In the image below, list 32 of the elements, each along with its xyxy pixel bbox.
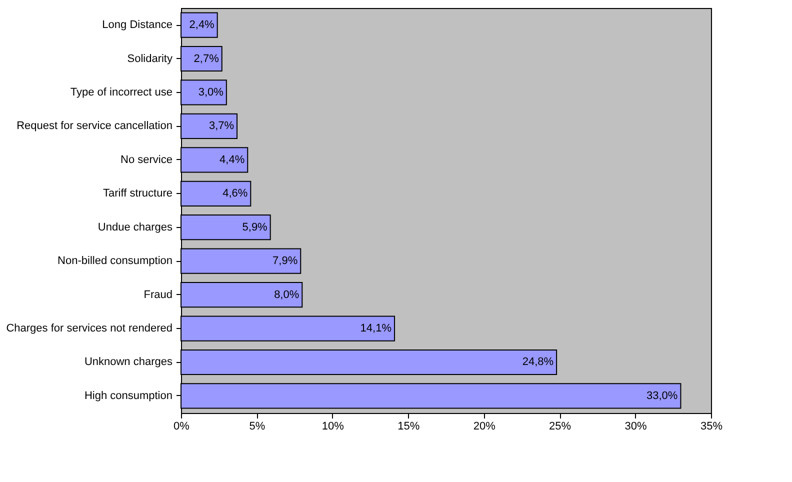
- data-label: 5,9%: [242, 221, 268, 234]
- x-tick-label: 15%: [398, 420, 420, 432]
- y-tick-label: Long Distance: [102, 19, 172, 32]
- data-label: 24,8%: [522, 356, 554, 368]
- x-tick-label: 25%: [549, 420, 572, 432]
- x-tick-label: 10%: [322, 420, 344, 432]
- y-tick-label: Solidarity: [127, 52, 173, 65]
- data-label: 8,0%: [274, 288, 300, 301]
- x-tick-label: 5%: [249, 420, 266, 432]
- y-tick-label: Type of incorrect use: [70, 86, 172, 98]
- x-tick-label: 30%: [624, 420, 648, 432]
- y-tick-label: No service: [120, 154, 172, 166]
- y-tick-label: Non-billed consumption: [58, 255, 172, 268]
- x-tick-label: 35%: [700, 420, 723, 432]
- data-label: 2,7%: [194, 52, 220, 65]
- y-tick-label: Unknown charges: [84, 356, 173, 368]
- data-label: 4,6%: [222, 188, 248, 200]
- x-tick-label: 20%: [473, 420, 496, 432]
- y-tick-label: Tariff structure: [103, 188, 172, 200]
- data-label: 7,9%: [272, 255, 298, 268]
- x-tick-label: 0%: [174, 420, 190, 432]
- data-label: 33,0%: [646, 390, 678, 402]
- y-tick-label: Fraud: [144, 288, 172, 301]
- data-label: 3,0%: [198, 86, 224, 98]
- y-tick-label: High consumption: [84, 390, 172, 402]
- y-tick-label: Charges for services not rendered: [6, 322, 172, 335]
- data-label: 2,4%: [189, 19, 215, 32]
- y-tick-label: Request for service cancellation: [16, 120, 172, 132]
- y-tick-label: Undue charges: [98, 221, 173, 234]
- data-label: 4,4%: [220, 154, 245, 166]
- data-label: 3,7%: [208, 120, 234, 132]
- data-label: 14,1%: [360, 322, 392, 335]
